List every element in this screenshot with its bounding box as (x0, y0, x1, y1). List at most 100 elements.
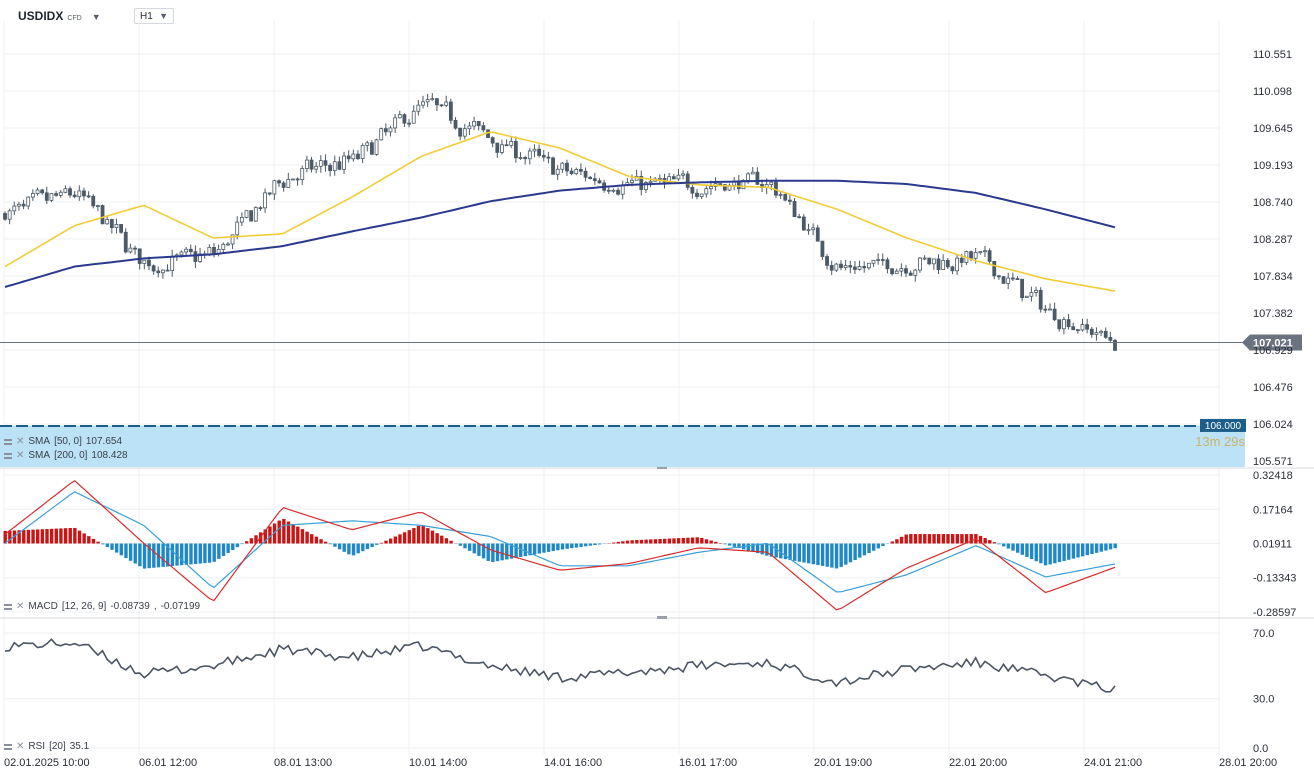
menu-icon[interactable] (4, 603, 12, 610)
candle (188, 244, 193, 255)
candle-body (184, 248, 189, 253)
macd-histogram-bar (802, 543, 806, 563)
candle-body (829, 264, 834, 271)
timeframe-value: H1 (140, 10, 153, 22)
close-icon[interactable]: ✕ (16, 740, 25, 752)
rsi-name: RSI (28, 741, 46, 752)
candle-body (472, 120, 476, 127)
candle-body (876, 259, 881, 261)
candle-body (1029, 292, 1034, 297)
macd-axis-label: 0.32418 (1253, 470, 1293, 482)
time-axis-label: 06.01 12:00 (139, 757, 197, 769)
candle-body (987, 250, 992, 262)
macd-histogram-bar (1108, 543, 1113, 550)
menu-icon[interactable] (4, 743, 12, 750)
candle (500, 139, 504, 155)
macd-histogram-bar (379, 542, 384, 544)
candle-body (588, 176, 593, 180)
macd-histogram-bar (356, 543, 360, 554)
candle-body (532, 148, 537, 152)
macd-histogram-bar (333, 543, 337, 547)
candle (797, 213, 802, 219)
alert-price-tag (1200, 418, 1246, 432)
candle (857, 260, 862, 271)
symbol-selector[interactable]: USDIDX CFD ▼ (18, 9, 101, 27)
candle-body (871, 259, 876, 264)
macd-histogram-bar (584, 543, 588, 547)
macd-histogram-bar (1002, 543, 1006, 547)
macd-histogram-bar (91, 538, 96, 544)
candle-body (866, 262, 871, 269)
sma200-legend[interactable]: ✕ SMA [200, 0] 108.428 (4, 450, 128, 461)
chart-toolbar: USDIDX CFD ▼ H1 ▼ (0, 0, 1314, 34)
macd-histogram-bar (732, 543, 737, 547)
candle (1034, 286, 1038, 297)
macd-histogram-bar (913, 534, 918, 544)
candle (411, 105, 416, 124)
candle (565, 159, 569, 176)
sma50-legend[interactable]: ✕ SMA [50, 0] 107.654 (4, 436, 122, 447)
candle (133, 245, 137, 255)
macd-axis-label: -0.28597 (1253, 607, 1296, 619)
macd-legend[interactable]: ✕ MACD [12, 26, 9] -0.08739, -0.07199 (4, 601, 200, 612)
last-price-label: 107.021 (1253, 337, 1293, 349)
candle-body (235, 221, 240, 236)
macd-histogram-bar (737, 543, 741, 549)
menu-icon[interactable] (4, 438, 12, 445)
macd-histogram-bar (1076, 543, 1080, 558)
candle-body (908, 272, 913, 276)
candle (588, 175, 593, 180)
macd-histogram-bar (8, 530, 12, 544)
close-icon[interactable]: ✕ (16, 435, 25, 447)
macd-histogram-bar (170, 543, 175, 567)
candle-body (955, 257, 959, 272)
macd-histogram-bar (249, 538, 254, 544)
timeframe-selector[interactable]: H1 ▼ (134, 8, 174, 24)
candle (370, 140, 374, 155)
candle-body (156, 270, 161, 274)
candle-body (1103, 330, 1108, 338)
macd-histogram-bar (825, 543, 829, 567)
macd-histogram-bar (783, 543, 788, 560)
macd-histogram-bar (1053, 543, 1057, 564)
candle (904, 264, 908, 278)
candle (119, 224, 124, 234)
macd-histogram-bar (133, 543, 137, 564)
candle-body (1006, 277, 1011, 284)
pane-resize-handle (657, 466, 667, 469)
macd-histogram-bar (36, 529, 40, 544)
macd-histogram-bar (946, 534, 950, 544)
macd-histogram-bar (491, 543, 495, 562)
macd-histogram-bar (862, 543, 867, 556)
price-alert-zone: 106.000 13m 29s (0, 418, 1246, 467)
candle (161, 269, 165, 279)
macd-histogram-bar (509, 543, 514, 559)
candle-body (523, 157, 528, 160)
macd-histogram-bar (1015, 543, 1020, 553)
candle (337, 156, 342, 171)
candle (950, 265, 955, 275)
candle (393, 114, 398, 134)
candle (314, 161, 319, 174)
candle-body (332, 161, 337, 172)
close-icon[interactable]: ✕ (16, 600, 25, 612)
close-icon[interactable]: ✕ (16, 449, 25, 461)
candle-body (504, 144, 509, 147)
candle (876, 253, 881, 265)
candle (936, 254, 941, 275)
candle-body (825, 256, 829, 266)
rsi-legend[interactable]: ✕ RSI [20] 35.1 (4, 741, 89, 752)
candle (365, 140, 370, 152)
macd-histogram-bar (435, 533, 439, 544)
candle-body (1038, 289, 1043, 310)
macd-histogram-bar (477, 543, 481, 556)
candle (532, 144, 537, 158)
candle-body (1015, 278, 1020, 280)
candle (690, 182, 695, 199)
candle (30, 189, 35, 201)
candle-body (811, 227, 816, 231)
menu-icon[interactable] (4, 452, 12, 459)
candle-body (709, 186, 713, 190)
candle-body (393, 117, 398, 129)
